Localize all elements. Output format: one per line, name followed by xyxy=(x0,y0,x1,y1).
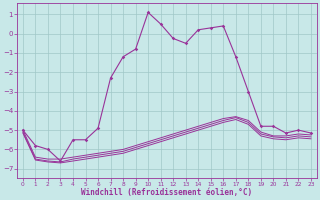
X-axis label: Windchill (Refroidissement éolien,°C): Windchill (Refroidissement éolien,°C) xyxy=(81,188,252,197)
